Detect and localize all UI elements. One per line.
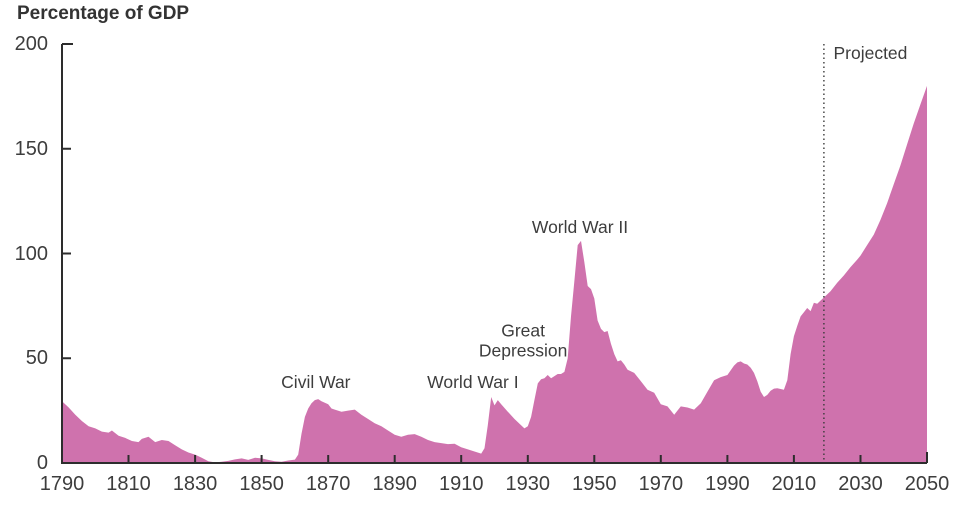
projected-label: Projected	[833, 43, 908, 64]
x-tick-label-1930: 1930	[505, 473, 551, 495]
x-tick-label-1970: 1970	[638, 473, 684, 495]
axes-group	[61, 43, 928, 464]
x-tick-label-1830: 1830	[172, 473, 218, 495]
annotation-civil-war: Civil War	[281, 372, 351, 393]
axes-and-ticks	[61, 43, 928, 464]
annotation-world-war-i: World War I	[427, 372, 519, 393]
x-tick-label-1950: 1950	[572, 473, 617, 495]
x-tick-label-2050: 2050	[904, 473, 950, 495]
x-tick-label-1810: 1810	[106, 473, 151, 495]
x-tick-label-1850: 1850	[239, 473, 284, 495]
x-tick-label-2010: 2010	[771, 473, 817, 495]
annotation-great-depression: Great Depression	[478, 320, 568, 361]
x-tick-label-1890: 1890	[372, 473, 417, 495]
y-tick-label-50: 50	[25, 347, 48, 370]
x-tick-label-2030: 2030	[838, 473, 883, 495]
x-tick-label-1990: 1990	[705, 473, 750, 495]
y-tick-label-100: 100	[14, 242, 48, 265]
y-tick-label-150: 150	[14, 137, 48, 160]
y-tick-label-0: 0	[36, 452, 48, 474]
x-tick-label-1910: 1910	[438, 473, 484, 495]
annotation-world-war-ii: World War II	[531, 217, 629, 238]
x-tick-label-1870: 1870	[305, 473, 351, 495]
chart-title: Percentage of GDP	[17, 3, 190, 24]
x-tick-label-1790: 1790	[39, 473, 85, 495]
area-series-group	[62, 85, 927, 464]
debt-area-series	[62, 85, 927, 464]
y-tick-label-200: 200	[14, 33, 48, 55]
